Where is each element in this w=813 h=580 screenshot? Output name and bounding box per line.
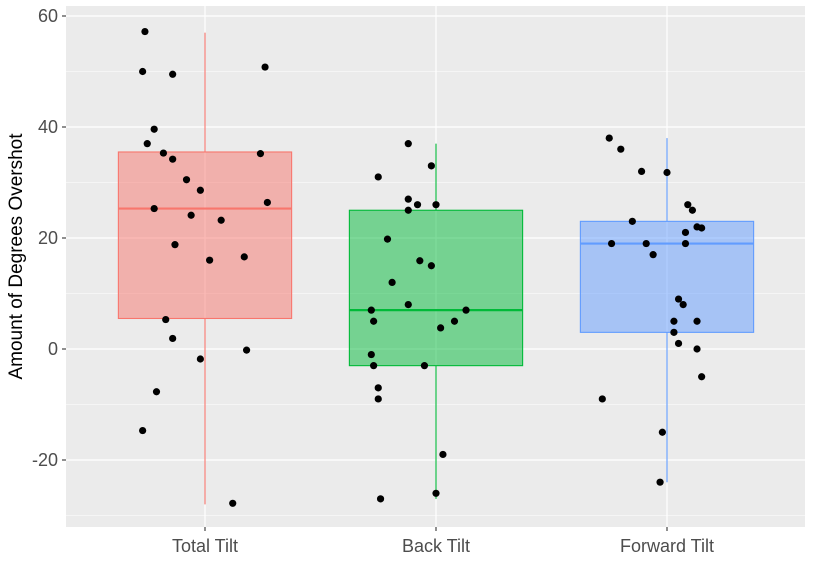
data-point	[658, 428, 666, 436]
data-point	[169, 70, 177, 78]
box-iqr	[348, 209, 524, 367]
box-forward-tilt	[579, 138, 755, 483]
data-point	[628, 217, 636, 225]
y-tick-label: 40	[38, 117, 58, 137]
data-point	[462, 306, 470, 314]
data-point	[663, 168, 671, 177]
data-point	[196, 355, 204, 363]
data-point	[413, 201, 422, 209]
data-point	[693, 345, 701, 353]
data-point	[617, 145, 625, 153]
x-tick-label: Total Tilt	[172, 536, 238, 556]
data-point	[605, 134, 613, 142]
data-point	[374, 384, 382, 392]
y-tick-label: 60	[38, 6, 58, 26]
data-point	[256, 150, 265, 158]
data-point	[420, 362, 429, 370]
data-point	[598, 395, 606, 403]
data-point	[681, 228, 690, 237]
box-iqr	[117, 151, 293, 320]
box-iqr	[579, 220, 755, 333]
data-point	[637, 167, 646, 175]
data-point	[169, 155, 177, 163]
data-point	[242, 346, 251, 354]
data-point	[263, 198, 271, 207]
data-point	[383, 235, 392, 243]
data-point	[150, 125, 158, 133]
data-point	[450, 317, 459, 325]
data-point	[217, 216, 225, 224]
data-point	[416, 257, 424, 265]
data-point	[374, 173, 382, 181]
box-total-tilt	[117, 32, 293, 505]
x-tick-label: Back Tilt	[402, 536, 470, 556]
y-axis-title: Amount of Degrees Overshot	[6, 133, 27, 380]
data-point	[698, 224, 706, 232]
x-tick-label: Forward Tilt	[620, 536, 714, 556]
data-point	[229, 499, 237, 507]
data-point	[139, 426, 147, 435]
data-point	[439, 450, 447, 459]
data-point	[427, 262, 435, 270]
data-point	[404, 301, 412, 309]
data-point	[143, 140, 151, 148]
data-point	[374, 395, 382, 403]
data-point	[206, 256, 214, 264]
data-point	[607, 239, 616, 248]
box-layer	[117, 32, 755, 505]
data-point	[679, 301, 687, 309]
data-point	[656, 478, 664, 486]
data-point	[693, 317, 701, 325]
y-tick-label: 20	[38, 228, 58, 248]
data-point	[141, 27, 149, 36]
data-point	[427, 162, 435, 170]
data-point	[688, 206, 697, 214]
data-point	[674, 295, 683, 303]
data-point	[139, 67, 147, 76]
data-point	[432, 201, 440, 209]
y-axis: -20 0 20 40 60	[32, 6, 66, 470]
data-point	[432, 489, 440, 497]
point-layer	[139, 27, 706, 507]
data-point	[642, 239, 650, 248]
data-point	[240, 253, 248, 261]
data-point	[159, 149, 168, 157]
data-point	[388, 278, 396, 286]
x-axis: Total Tilt Back Tilt Forward Tilt	[172, 527, 714, 556]
data-point	[376, 495, 385, 503]
data-point	[684, 201, 692, 209]
data-point	[649, 251, 657, 259]
data-point	[182, 176, 191, 184]
data-point	[187, 211, 195, 219]
data-point	[171, 241, 179, 249]
data-point	[670, 317, 678, 325]
box-back-tilt	[348, 143, 524, 499]
data-point	[367, 350, 375, 359]
data-point	[370, 317, 378, 325]
data-point	[681, 239, 690, 248]
data-point	[152, 388, 161, 396]
data-point	[404, 206, 412, 214]
data-point	[367, 306, 375, 314]
data-point	[437, 324, 445, 332]
data-point	[670, 328, 678, 336]
data-point	[674, 339, 683, 348]
data-point	[698, 373, 706, 381]
data-point	[162, 315, 170, 324]
y-tick-label: -20	[32, 450, 58, 470]
data-point	[404, 140, 412, 148]
data-point	[404, 195, 412, 203]
data-point	[169, 334, 177, 343]
data-point	[370, 362, 378, 370]
data-point	[196, 186, 204, 194]
data-point	[261, 63, 269, 71]
data-point	[150, 204, 158, 213]
y-tick-label: 0	[48, 339, 58, 359]
